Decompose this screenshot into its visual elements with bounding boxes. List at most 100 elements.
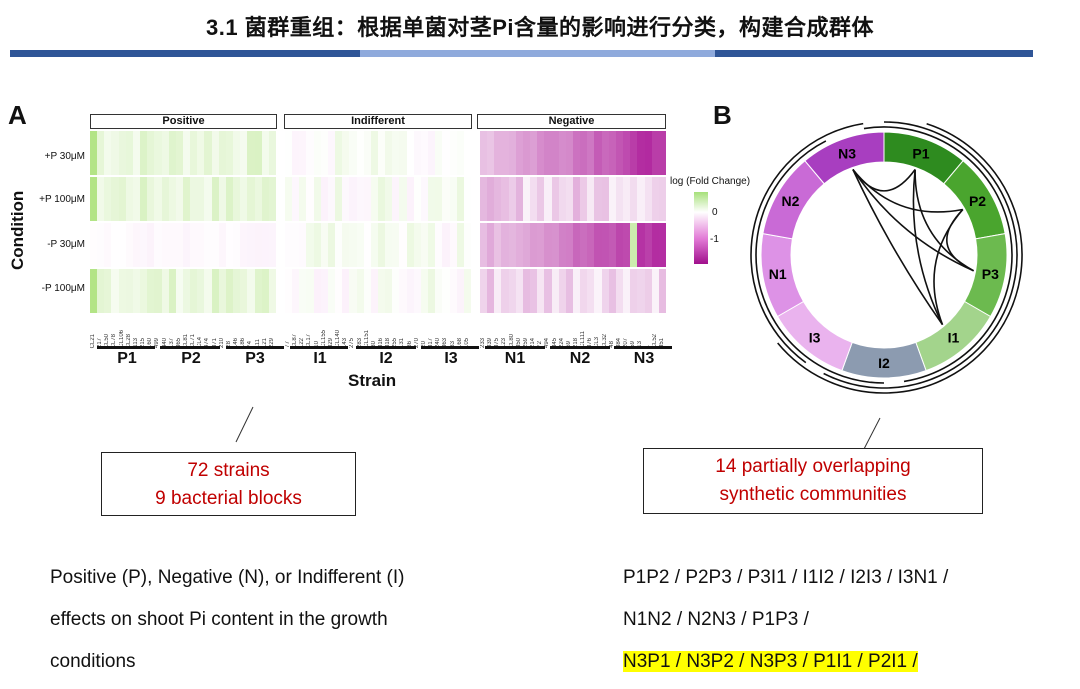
- heatmap-cell: [463, 223, 472, 267]
- heatmap-cell: [651, 177, 660, 221]
- heatmap-cell: [168, 269, 177, 313]
- heatmap-cell: [385, 223, 393, 267]
- heatmap-cell: [335, 131, 343, 175]
- heatmap-cell: [442, 177, 451, 221]
- left-description-line3: conditions: [50, 651, 136, 672]
- heatmap-cell: [313, 177, 322, 221]
- heatmap-cell: [370, 131, 379, 175]
- heatmap-cell: [356, 269, 365, 313]
- circos-link-p1-i1: [912, 169, 944, 326]
- heatmap-cell: [537, 131, 545, 175]
- heatmap-cell: [637, 131, 646, 175]
- heatmap-cell: [363, 131, 372, 175]
- block-label-i1: I1: [313, 350, 327, 367]
- heatmap-cell: [327, 269, 336, 313]
- heatmap-cell: [463, 177, 472, 221]
- heatmap-cell: [197, 223, 205, 267]
- heatmap-cell: [233, 131, 241, 175]
- heatmap-cell: [537, 223, 545, 267]
- left-description-line1: Positive (P), Negative (N), or Indiffere…: [50, 567, 405, 588]
- heatmap-cell: [320, 131, 329, 175]
- heatmap-cell: [399, 131, 408, 175]
- heatmap-cell: [630, 269, 638, 313]
- heatmap-cell: [370, 223, 379, 267]
- heatmap-cell: [508, 269, 517, 313]
- heatmap-cell: [608, 269, 617, 313]
- heatmap-cell: [435, 223, 443, 267]
- heatmap-cell: [406, 223, 415, 267]
- heatmap-cell: [90, 177, 98, 221]
- circos-outer-arc: [863, 126, 1013, 383]
- heatmap-cell: [140, 269, 148, 313]
- heatmap-cell: [456, 177, 465, 221]
- heatmap-cell: [494, 223, 502, 267]
- heatmap-cell: [587, 269, 595, 313]
- heatmap-cell: [399, 223, 408, 267]
- colorbar-title: log (Fold Change): [670, 176, 751, 187]
- heatmap-cell: [299, 177, 307, 221]
- heatmap-cell: [442, 223, 451, 267]
- heatmap-cell: [356, 223, 365, 267]
- heatmap-cell: [551, 131, 560, 175]
- heatmap-cell: [530, 269, 538, 313]
- heatmap-cell: [522, 131, 531, 175]
- heatmap-cell: [97, 223, 105, 267]
- heatmap-cell: [594, 269, 603, 313]
- callout-strains-line1: 72 strains: [187, 460, 270, 481]
- heatmap-cell: [480, 223, 488, 267]
- heatmap-cell: [147, 177, 155, 221]
- heatmap-cell: [413, 177, 422, 221]
- heatmap-cell: [299, 131, 307, 175]
- heatmap-cell: [140, 223, 148, 267]
- heatmap-cell: [658, 223, 667, 267]
- heatmap-cell: [392, 269, 400, 313]
- heatmap-cell: [327, 131, 336, 175]
- heatmap-cell: [428, 269, 436, 313]
- heatmap-cell: [268, 131, 277, 175]
- circos-label-n1: N1: [769, 266, 787, 282]
- heatmap-cell: [349, 177, 358, 221]
- heatmap-cell: [356, 177, 365, 221]
- heatmap-cell: [587, 223, 595, 267]
- heatmap-cell: [190, 177, 198, 221]
- heatmap-cell: [335, 177, 343, 221]
- callout-strains: 72 strains 9 bacterial blocks: [101, 452, 356, 516]
- heatmap-cell: [175, 131, 184, 175]
- block-line-p2: [160, 346, 220, 349]
- heatmap-cell: [218, 269, 227, 313]
- callout-communities-line1: 14 partially overlapping: [715, 456, 911, 477]
- heatmap-cell: [104, 223, 112, 267]
- heatmap-cell: [623, 223, 631, 267]
- heatmap-cell: [197, 269, 205, 313]
- heatmap-cell: [327, 177, 336, 221]
- heatmap-cell: [111, 177, 120, 221]
- community-list-line1: P1P2 / P2P3 / P3I1 / I1I2 / I2I3 / I3N1 …: [623, 567, 949, 588]
- row-label-m100: -P 100μM: [41, 283, 85, 294]
- heatmap-cell: [487, 269, 495, 313]
- heatmap-cell: [608, 223, 617, 267]
- heatmap-cell: [651, 131, 660, 175]
- heatmap-cell: [225, 223, 234, 267]
- heatmap-cell: [456, 269, 465, 313]
- block-line-n1: [485, 346, 545, 349]
- heatmap-cell: [132, 131, 141, 175]
- heatmap-cell: [204, 131, 213, 175]
- heatmap-cell: [608, 131, 617, 175]
- heatmap-cell: [508, 131, 517, 175]
- heatmap-cell: [644, 269, 653, 313]
- circos-outer-arc: [777, 122, 1023, 394]
- heatmap-cell: [378, 223, 386, 267]
- heatmap-cell: [435, 177, 443, 221]
- heatmap-cell: [168, 223, 177, 267]
- heatmap-cell: [573, 177, 581, 221]
- heatmap-cell: [508, 223, 517, 267]
- heatmap-cell: [175, 269, 184, 313]
- block-line-p3: [226, 346, 284, 349]
- heatmap-cell: [183, 131, 191, 175]
- heatmap-cell: [211, 177, 220, 221]
- heatmap-cell: [254, 269, 263, 313]
- heatmap-cell: [132, 269, 141, 313]
- heatmap-cell: [623, 131, 631, 175]
- heatmap-cell: [544, 269, 553, 313]
- heatmap-cell: [104, 177, 112, 221]
